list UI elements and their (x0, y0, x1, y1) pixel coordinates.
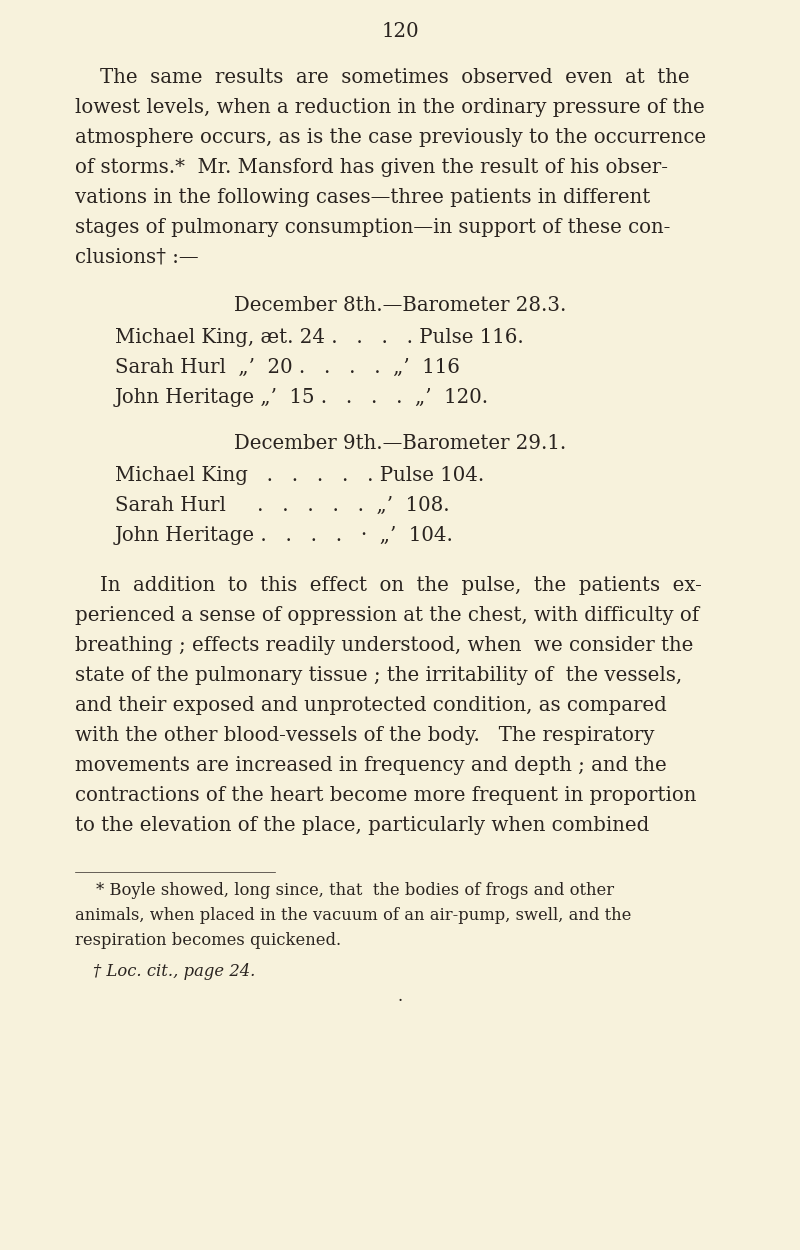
Text: John Heritage .   .   .   .   ·  „’  104.: John Heritage . . . . · „’ 104. (115, 526, 454, 545)
Text: respiration becomes quickened.: respiration becomes quickened. (75, 932, 341, 949)
Text: lowest levels, when a reduction in the ordinary pressure of the: lowest levels, when a reduction in the o… (75, 98, 705, 118)
Text: breathing ; effects readily understood, when  we consider the: breathing ; effects readily understood, … (75, 636, 694, 655)
Text: perienced a sense of oppression at the chest, with difficulty of: perienced a sense of oppression at the c… (75, 606, 699, 625)
Text: clusions† :—: clusions† :— (75, 248, 198, 268)
Text: animals, when placed in the vacuum of an air-pump, swell, and the: animals, when placed in the vacuum of an… (75, 908, 631, 924)
Text: In  addition  to  this  effect  on  the  pulse,  the  patients  ex-: In addition to this effect on the pulse,… (75, 576, 702, 595)
Text: state of the pulmonary tissue ; the irritability of  the vessels,: state of the pulmonary tissue ; the irri… (75, 666, 682, 685)
Text: John Heritage „’  15 .   .   .   .  „’  120.: John Heritage „’ 15 . . . . „’ 120. (115, 388, 489, 408)
Text: of storms.*  Mr. Mansford has given the result of his obser-: of storms.* Mr. Mansford has given the r… (75, 158, 668, 177)
Text: and their exposed and unprotected condition, as compared: and their exposed and unprotected condit… (75, 696, 666, 715)
Text: December 9th.—Barometer 29.1.: December 9th.—Barometer 29.1. (234, 434, 566, 452)
Text: Michael King   .   .   .   .   . Pulse 104.: Michael King . . . . . Pulse 104. (115, 466, 484, 485)
Text: movements are increased in frequency and depth ; and the: movements are increased in frequency and… (75, 756, 666, 775)
Text: contractions of the heart become more frequent in proportion: contractions of the heart become more fr… (75, 786, 696, 805)
Text: ·: · (398, 992, 402, 1010)
Text: atmosphere occurs, as is the case previously to the occurrence: atmosphere occurs, as is the case previo… (75, 127, 706, 148)
Text: to the elevation of the place, particularly when combined: to the elevation of the place, particula… (75, 816, 650, 835)
Text: 120: 120 (381, 22, 419, 41)
Text: * Boyle showed, long since, that  the bodies of frogs and other: * Boyle showed, long since, that the bod… (75, 882, 614, 899)
Text: December 8th.—Barometer 28.3.: December 8th.—Barometer 28.3. (234, 296, 566, 315)
Text: Michael King, æt. 24 .   .   .   . Pulse 116.: Michael King, æt. 24 . . . . Pulse 116. (115, 328, 524, 348)
Text: Sarah Hurl  „’  20 .   .   .   .  „’  116: Sarah Hurl „’ 20 . . . . „’ 116 (115, 357, 460, 377)
Text: † Loc. cit., page 24.: † Loc. cit., page 24. (93, 962, 255, 980)
Text: with the other blood-vessels of the body.   The respiratory: with the other blood-vessels of the body… (75, 726, 654, 745)
Text: stages of pulmonary consumption—in support of these con-: stages of pulmonary consumption—in suppo… (75, 217, 670, 238)
Text: vations in the following cases—three patients in different: vations in the following cases—three pat… (75, 188, 650, 208)
Text: Sarah Hurl     .   .   .   .   .  „’  108.: Sarah Hurl . . . . . „’ 108. (115, 496, 450, 515)
Text: The  same  results  are  sometimes  observed  even  at  the: The same results are sometimes observed … (75, 68, 690, 88)
